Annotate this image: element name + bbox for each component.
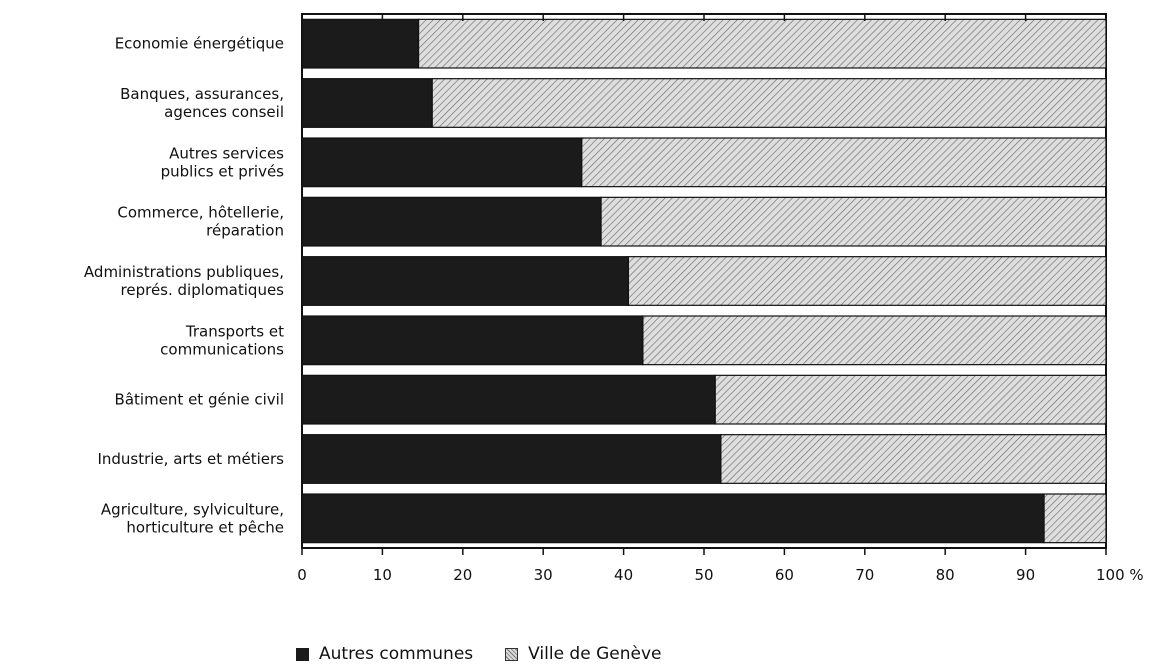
category-label: Banques, assurances, [120, 85, 284, 103]
legend-swatch-hatched [505, 647, 519, 661]
category-label: Transports et [185, 322, 284, 340]
category-label: Autres services [169, 144, 284, 162]
legend-label-ville-de-geneve: Ville de Genève [528, 644, 662, 664]
legend: Autres communes Ville de Genève [296, 644, 693, 664]
category-label: réparation [206, 222, 284, 240]
x-tick-label: 30 [534, 566, 553, 584]
stacked-bar-chart: Economie énergétique Banques, assurances,… [84, 13, 1144, 584]
category-label: Economie énergétique [115, 35, 284, 53]
category-label: Administrations publiques, [84, 263, 284, 281]
bar-autres-communes-7 [301, 434, 722, 484]
category-label: représ. diplomatiques [121, 281, 285, 299]
bar-autres-communes-4 [301, 256, 630, 306]
x-tick-label: 80 [936, 566, 955, 584]
category-label: horticulture et pêche [126, 518, 284, 536]
legend-item-ville-de-geneve: Ville de Genève [505, 644, 661, 664]
bar-autres-communes-5 [301, 315, 644, 366]
x-tick-label: 70 [855, 566, 874, 584]
bar-ville-de-geneve-1 [431, 78, 1107, 128]
category-label: Commerce, hôtellerie, [117, 204, 284, 222]
legend-label-autres-communes: Autres communes [319, 644, 474, 664]
x-tick-label: 60 [775, 566, 794, 584]
x-tick-label: 50 [694, 566, 713, 584]
bar-autres-communes-3 [301, 196, 602, 247]
bar-ville-de-geneve-2 [581, 137, 1107, 188]
bar-autres-communes-0 [301, 18, 420, 69]
legend-swatch-dark [296, 647, 309, 661]
category-label: Industrie, arts et métiers [97, 450, 284, 468]
bar-ville-de-geneve-7 [720, 434, 1107, 484]
bar-ville-de-geneve-4 [627, 256, 1107, 306]
bar-ville-de-geneve-5 [642, 315, 1107, 366]
bar-ville-de-geneve-3 [600, 196, 1107, 247]
bar-autres-communes-2 [301, 137, 583, 188]
category-label: communications [160, 340, 284, 358]
bar-autres-communes-6 [301, 374, 716, 425]
bar-ville-de-geneve-0 [417, 18, 1107, 69]
x-tick-label: 100 % [1096, 566, 1144, 584]
x-tick-label: 90 [1016, 566, 1035, 584]
bar-ville-de-geneve-6 [714, 374, 1107, 425]
category-label: Bâtiment et génie civil [115, 391, 284, 409]
x-tick-label: 10 [373, 566, 392, 584]
category-label: agences conseil [164, 103, 284, 121]
x-tick-label: 40 [614, 566, 633, 584]
bar-autres-communes-1 [301, 78, 433, 128]
category-label: publics et privés [161, 162, 285, 180]
x-tick-label: 20 [453, 566, 472, 584]
bar-ville-de-geneve-8 [1043, 493, 1107, 544]
legend-item-autres-communes: Autres communes [296, 644, 473, 664]
category-label: Agriculture, sylviculture, [101, 500, 284, 518]
bar-autres-communes-8 [301, 493, 1045, 544]
x-tick-label: 0 [297, 566, 307, 584]
plot-area: Economie énergétique Banques, assurances,… [84, 13, 1144, 584]
